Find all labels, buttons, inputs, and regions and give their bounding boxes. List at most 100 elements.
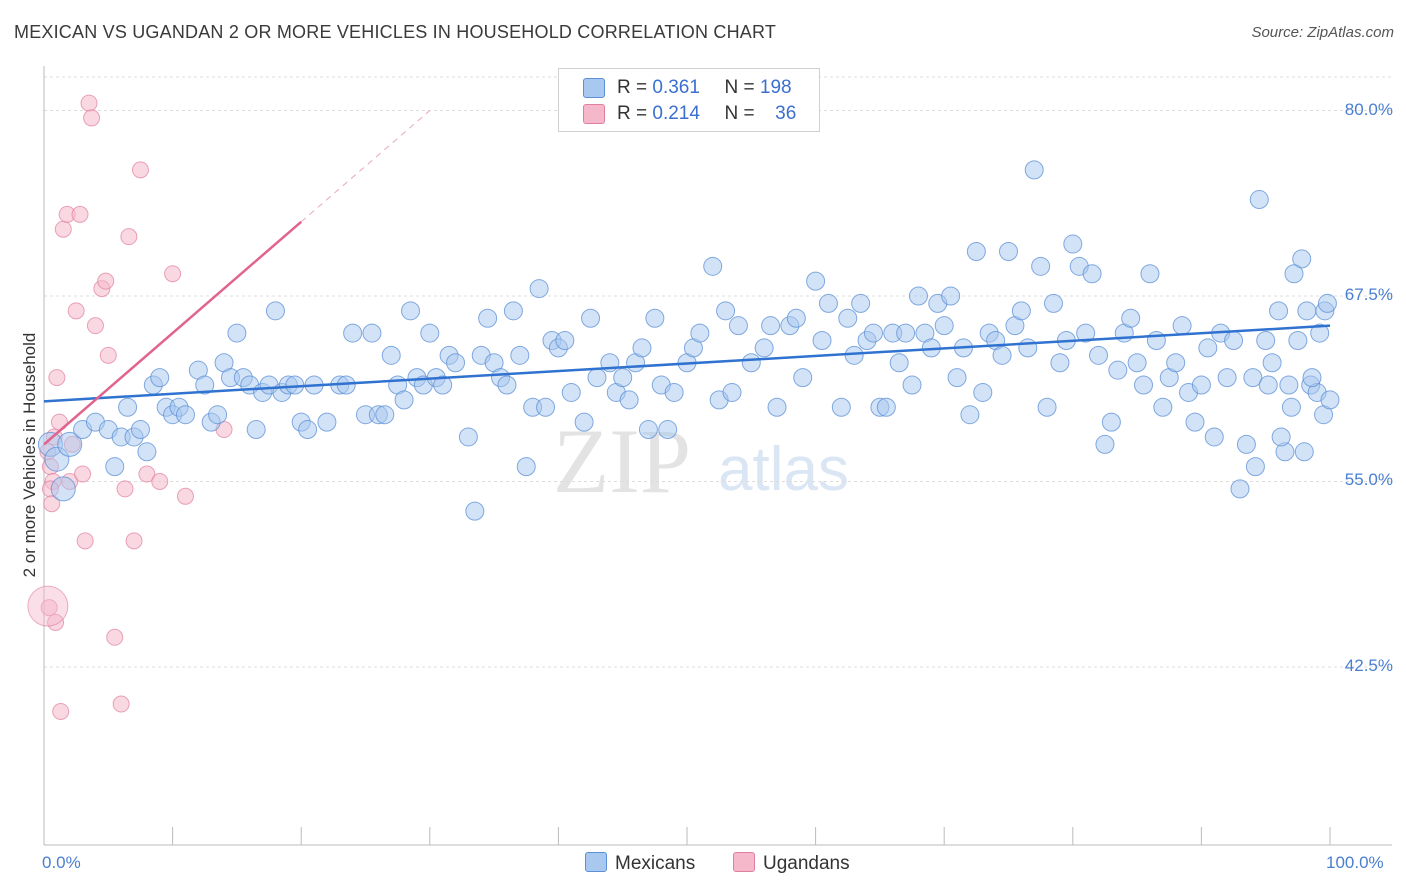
mexicans-point (458, 427, 478, 447)
mexicans-point (1302, 368, 1322, 388)
mexicans-point (1317, 293, 1337, 313)
mexicans-point (632, 338, 652, 358)
mexicans-point (1166, 353, 1186, 373)
mexicans-point (587, 368, 607, 388)
mexicans-point (761, 316, 781, 336)
ugandans-trend-line (43, 220, 303, 446)
source-credit: Source: ZipAtlas.com (1251, 24, 1394, 41)
ugandans-point (47, 613, 65, 631)
mexicans-point (343, 323, 363, 343)
mexicans-point (246, 420, 266, 440)
mexicans-point (1269, 301, 1289, 321)
mexicans-point (992, 345, 1012, 365)
x-tick-label-right: 100.0% (1326, 853, 1384, 872)
y-tick-label: 55.0% (1344, 470, 1393, 490)
mexicans-point (703, 256, 723, 276)
mexicans-point (1256, 331, 1276, 351)
mexicans-point (420, 323, 440, 343)
mexicans-point (664, 382, 684, 402)
mexicans-point (1050, 353, 1070, 373)
legend-n-value: 36 (775, 103, 797, 124)
mexicans-point (298, 420, 318, 440)
watermark: ZIP atlas (553, 410, 849, 512)
mexicans-point (722, 382, 742, 402)
mexicans-point (1271, 427, 1291, 447)
mexicans-point (574, 412, 594, 432)
bottom-legend-swatch-ugandans (733, 852, 755, 872)
mexicans-point (966, 241, 986, 261)
mexicans-point (1320, 390, 1340, 410)
mexicans-point (433, 375, 453, 395)
ugandans-point (106, 628, 124, 646)
ugandans-trend-extension (300, 110, 431, 223)
ugandans-point (164, 265, 182, 283)
mexicans-point (227, 323, 247, 343)
mexicans-point (1172, 316, 1192, 336)
mexicans-point (1031, 256, 1051, 276)
mexicans-point (118, 397, 138, 417)
mexicans-point (1140, 264, 1160, 284)
y-tick-label: 42.5% (1344, 655, 1393, 675)
mexicans-point (638, 420, 658, 440)
watermark-atlas: atlas (718, 435, 849, 504)
mexicans-point (175, 405, 195, 425)
mexicans-point (1230, 479, 1250, 499)
chart-title: MEXICAN VS UGANDAN 2 OR MORE VEHICLES IN… (14, 22, 777, 42)
mexicans-point (1121, 308, 1141, 328)
mexicans-point (555, 331, 575, 351)
mexicans-point (1037, 397, 1057, 417)
mexicans-point (960, 405, 980, 425)
mexicans-point (1262, 353, 1282, 373)
mexicans-point (1224, 331, 1244, 351)
bottom-legend-mexicans: Mexicans (585, 852, 695, 875)
ugandans-point (74, 465, 92, 483)
mexicans-point (1089, 345, 1109, 365)
mexicans-point (536, 397, 556, 417)
mexicans-point (446, 353, 466, 373)
mexicans-point (50, 476, 76, 502)
bottom-legend-label-mexicans: Mexicans (615, 853, 696, 874)
mexicans-point (465, 501, 485, 521)
legend-r-value: 0.214 (652, 103, 700, 124)
mexicans-point (1101, 412, 1121, 432)
mexicans-points (37, 160, 1340, 521)
mexicans-point (1044, 293, 1064, 313)
mexicans-point (818, 293, 838, 313)
ugandans-point (125, 532, 143, 550)
y-tick-label: 80.0% (1344, 99, 1393, 119)
mexicans-point (1258, 375, 1278, 395)
mexicans-point (1198, 338, 1218, 358)
mexicans-point (1243, 368, 1263, 388)
mexicans-point (130, 420, 150, 440)
mexicans-point (1191, 375, 1211, 395)
mexicans-point (150, 368, 170, 388)
mexicans-point (503, 301, 523, 321)
mexicans-point (1236, 434, 1256, 454)
mexicans-point (786, 308, 806, 328)
mexicans-point (863, 323, 883, 343)
mexicans-point (1153, 397, 1173, 417)
mexicans-point (394, 390, 414, 410)
mexicans-point (716, 301, 736, 321)
mexicans-point (851, 293, 871, 313)
mexicans-point (767, 397, 787, 417)
ugandans-point (99, 346, 117, 364)
mexicans-point (478, 308, 498, 328)
ugandans-point (43, 495, 61, 513)
legend-n-label: N = (724, 103, 755, 124)
mexicans-point (1134, 375, 1154, 395)
ugandans-point (116, 480, 134, 498)
ugandans-point (52, 702, 70, 720)
mexicans-point (381, 345, 401, 365)
mexicans-point (1076, 323, 1096, 343)
mexicans-point (889, 353, 909, 373)
ugandans-point (138, 465, 156, 483)
x-tick-label-left: 0.0% (42, 853, 81, 872)
ugandans-point (80, 94, 98, 112)
mexicans-point (1011, 301, 1031, 321)
mexicans-point (793, 368, 813, 388)
ugandans-point (71, 205, 89, 223)
mexicans-point (973, 382, 993, 402)
mexicans-point (1095, 434, 1115, 454)
mexicans-point (831, 397, 851, 417)
